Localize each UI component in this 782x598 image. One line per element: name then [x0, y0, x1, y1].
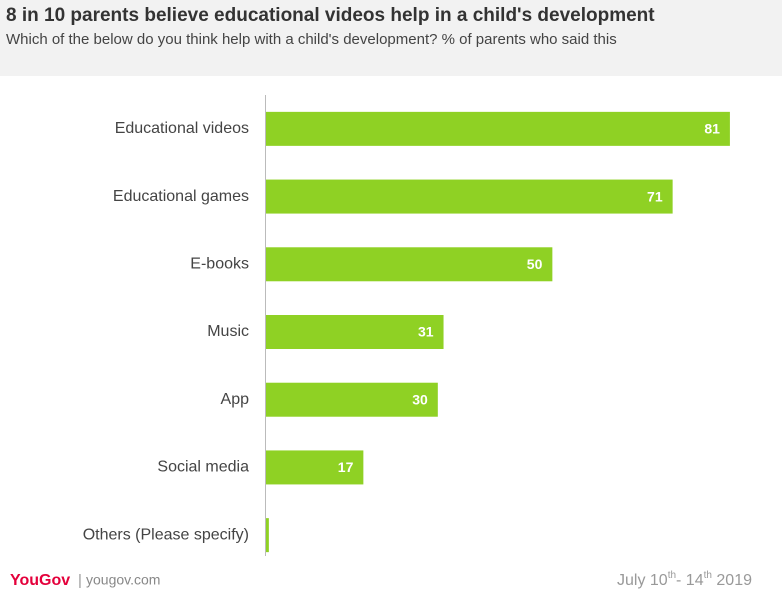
date-part: July 10 [617, 572, 668, 589]
date-sup: th [668, 570, 676, 581]
chart-title: 8 in 10 parents believe educational vide… [6, 5, 655, 26]
bar [266, 111, 730, 146]
header-band [0, 0, 782, 76]
bar [266, 518, 269, 553]
date-part: 2019 [712, 572, 752, 589]
brand: YouGov [10, 572, 70, 589]
bar [266, 247, 553, 282]
category-label: Educational videos [115, 120, 249, 137]
category-label: Others (Please specify) [83, 526, 249, 543]
date: July 10th- 14th 2019 [617, 570, 752, 590]
category-label: Educational games [113, 188, 249, 205]
category-label: Music [207, 323, 249, 340]
bar [266, 315, 444, 349]
category-label: E-books [190, 256, 249, 273]
plot: Educational videos 81 Educational games 71 E… [83, 111, 730, 553]
site: yougov.com [86, 572, 160, 588]
value-label: 71 [647, 188, 663, 204]
value-label: 17 [338, 459, 354, 475]
bar [266, 382, 438, 417]
separator: | [78, 572, 82, 589]
date-sup: th [704, 570, 712, 581]
value-label: 81 [704, 121, 720, 137]
bar [266, 450, 364, 485]
value-label: 30 [412, 391, 428, 407]
date-part: - 14 [676, 572, 704, 589]
category-label: Social media [157, 459, 249, 476]
chart-subtitle: Which of the below do you think help wit… [6, 31, 617, 48]
value-label: 31 [418, 324, 434, 340]
bar [266, 179, 673, 214]
value-label: 50 [527, 256, 543, 272]
category-label: App [221, 391, 250, 408]
